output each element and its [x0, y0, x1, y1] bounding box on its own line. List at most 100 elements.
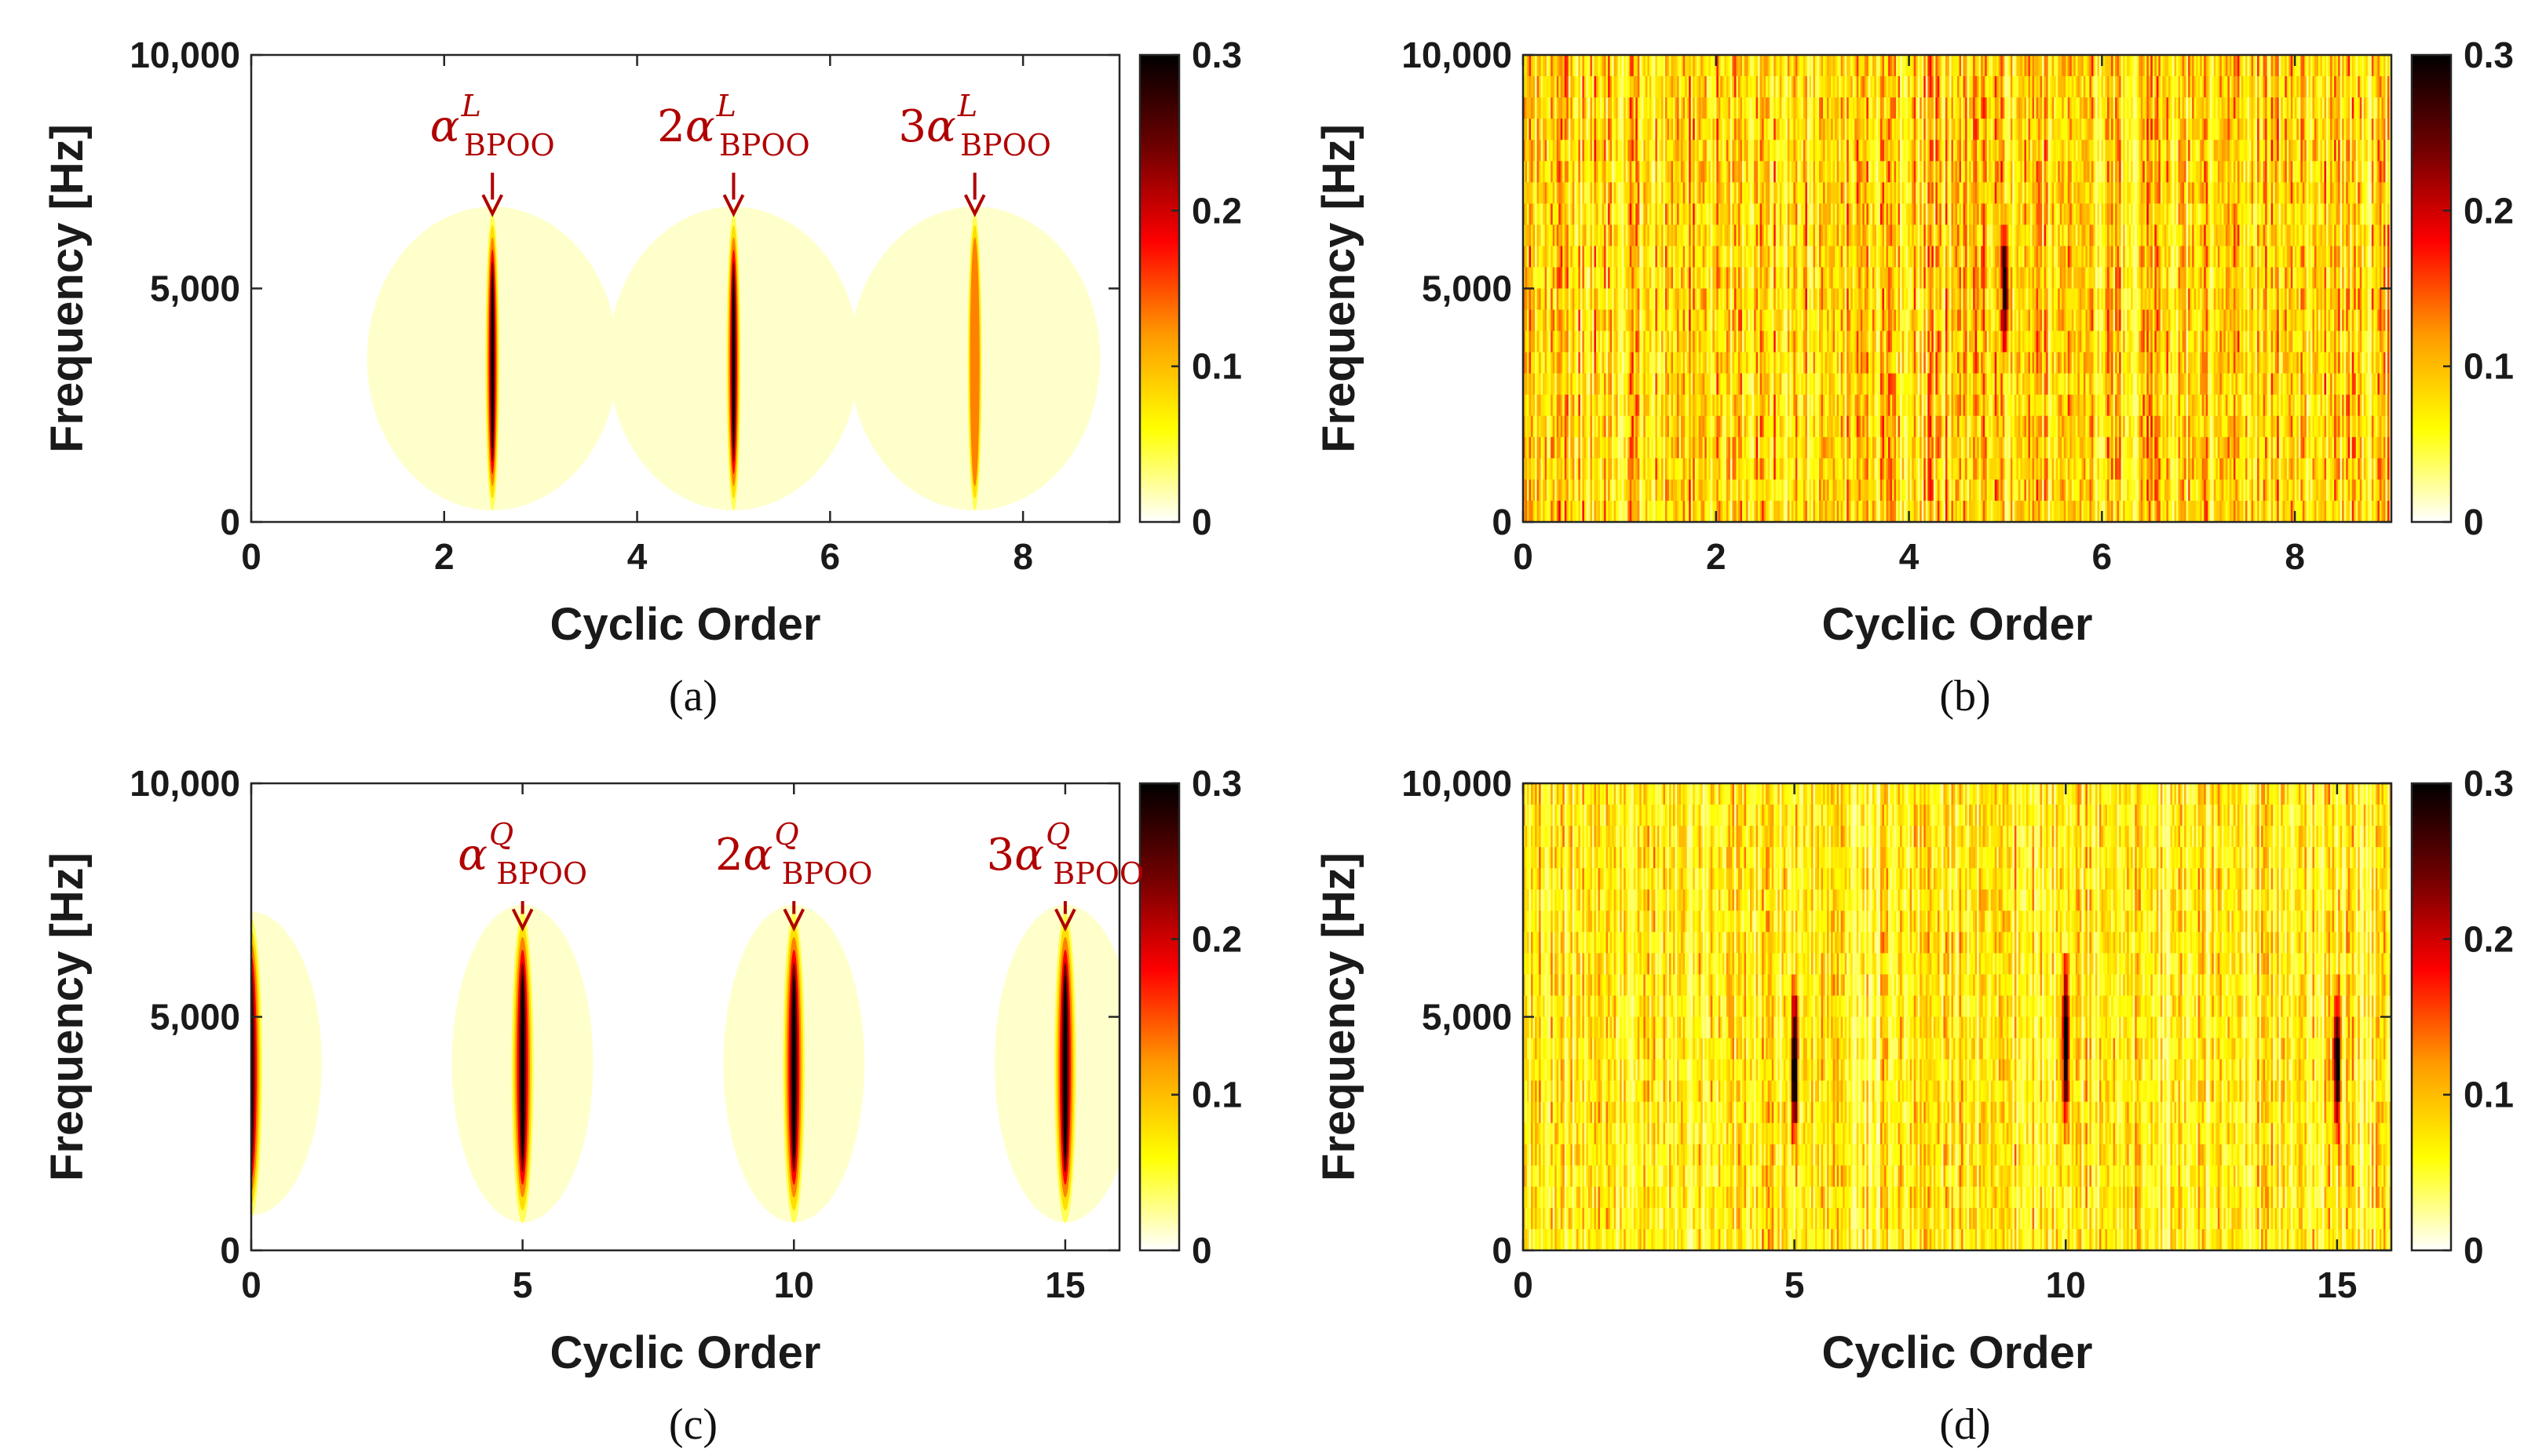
heatmap-cell: [1724, 479, 1727, 502]
heatmap-cell: [1801, 352, 1804, 374]
heatmap-cell: [1690, 55, 1693, 77]
heatmap-cell: [1706, 394, 1709, 417]
heatmap-cell: [1815, 203, 1818, 225]
heatmap-cell: [1558, 436, 1562, 459]
heatmap-cell: [1702, 479, 1705, 502]
heatmap-cell: [1576, 182, 1579, 204]
heatmap-cell: [1955, 436, 1958, 459]
heatmap-cell: [1750, 500, 1753, 522]
heatmap-cell: [1612, 415, 1615, 438]
heatmap-cell: [1527, 330, 1530, 353]
heatmap-cell: [1750, 352, 1753, 374]
heatmap-cell: [1602, 330, 1605, 353]
heatmap-cell: [1700, 119, 1704, 140]
heatmap-cell: [1704, 246, 1708, 268]
heatmap-cell: [1613, 330, 1616, 353]
heatmap-cell: [1708, 394, 1711, 417]
heatmap-cell: [1843, 373, 1846, 396]
heatmap-cell: [1856, 203, 1859, 225]
heatmap-cell: [1763, 182, 1766, 204]
heatmap-cell: [1737, 55, 1741, 77]
heatmap-cell: [1639, 76, 1642, 98]
heatmap-cell: [1608, 119, 1611, 140]
heatmap-cell: [1586, 415, 1589, 438]
heatmap-cell: [1921, 415, 1924, 438]
heatmap-cell: [1850, 182, 1854, 204]
heatmap-cell: [1821, 479, 1824, 502]
heatmap-cell: [1682, 458, 1686, 480]
heatmap-cell: [1716, 224, 1719, 247]
heatmap-cell: [1748, 246, 1751, 268]
heatmap-cell: [1781, 288, 1784, 311]
heatmap-cell: [1925, 479, 1928, 502]
heatmap-cell: [1797, 458, 1800, 480]
heatmap-cell: [1612, 119, 1615, 140]
heatmap-cell: [1594, 373, 1597, 396]
heatmap-cell: [1525, 288, 1528, 311]
heatmap-cell: [1752, 394, 1755, 417]
heatmap-cell: [1736, 161, 1739, 183]
heatmap-cell: [1700, 330, 1704, 353]
heatmap-cell: [1858, 246, 1861, 268]
heatmap-cell: [1943, 309, 1946, 332]
heatmap-cell: [1770, 373, 1773, 396]
heatmap-cell: [1621, 140, 1624, 162]
heatmap-cell: [1884, 288, 1887, 311]
heatmap-cell: [1539, 352, 1542, 374]
heatmap-cell: [1590, 119, 1593, 140]
heatmap-cell: [1748, 415, 1751, 438]
heatmap-cell: [1740, 436, 1743, 459]
heatmap-cell: [1793, 203, 1796, 225]
heatmap-cell: [1523, 394, 1526, 417]
heatmap-cell: [1959, 97, 1962, 119]
heatmap-cell: [1525, 246, 1528, 268]
heatmap-cell: [1894, 394, 1897, 417]
heatmap-cell: [1653, 203, 1657, 225]
heatmap-cell: [1852, 479, 1855, 502]
heatmap-cell: [1744, 352, 1747, 374]
heatmap-cell: [1809, 203, 1812, 225]
heatmap-cell: [1675, 161, 1678, 183]
heatmap-cell: [1836, 394, 1839, 417]
heatmap-cell: [1951, 161, 1954, 183]
heatmap-cell: [1663, 479, 1666, 502]
heatmap-cell: [1825, 119, 1828, 140]
heatmap-cell: [1531, 288, 1534, 311]
heatmap-cell: [1866, 479, 1869, 502]
heatmap-cell: [1689, 330, 1692, 353]
heatmap-cell: [1909, 97, 1912, 119]
heatmap-cell: [1746, 246, 1749, 268]
heatmap-cell: [1827, 224, 1830, 247]
heatmap-cell: [1564, 309, 1567, 332]
heatmap-cell: [1916, 224, 1919, 247]
heatmap-cell: [1840, 479, 1843, 502]
heatmap-cell: [1931, 479, 1934, 502]
heatmap-cell: [1862, 140, 1865, 162]
heatmap-cell: [1732, 373, 1735, 396]
heatmap-cell: [1806, 267, 1810, 290]
heatmap-cell: [1886, 161, 1889, 183]
heatmap-cell: [1900, 288, 1903, 311]
heatmap-cell: [1580, 458, 1583, 480]
heatmap-cell: [1896, 203, 1899, 225]
heatmap-cell: [1525, 415, 1528, 438]
heatmap-cell: [1737, 76, 1741, 98]
heatmap-cell: [1908, 246, 1911, 268]
heatmap-cell: [1894, 309, 1897, 332]
heatmap-cell: [1543, 267, 1546, 290]
heatmap-cell: [1657, 97, 1660, 119]
heatmap-cell: [1927, 330, 1931, 353]
heatmap-cell: [1598, 309, 1601, 332]
heatmap-cell: [1586, 97, 1589, 119]
heatmap-cell: [1762, 161, 1765, 183]
heatmap-cell: [1767, 500, 1770, 522]
heatmap-cell: [1620, 246, 1623, 268]
heatmap-cell: [1846, 288, 1850, 311]
heatmap-cell: [1708, 479, 1711, 502]
heatmap-cell: [1570, 267, 1573, 290]
heatmap-cell: [1890, 479, 1893, 502]
heatmap-cell: [1605, 161, 1609, 183]
heatmap-cell: [1917, 97, 1920, 119]
heatmap-cell: [1685, 436, 1688, 459]
heatmap-cell: [1572, 500, 1575, 522]
